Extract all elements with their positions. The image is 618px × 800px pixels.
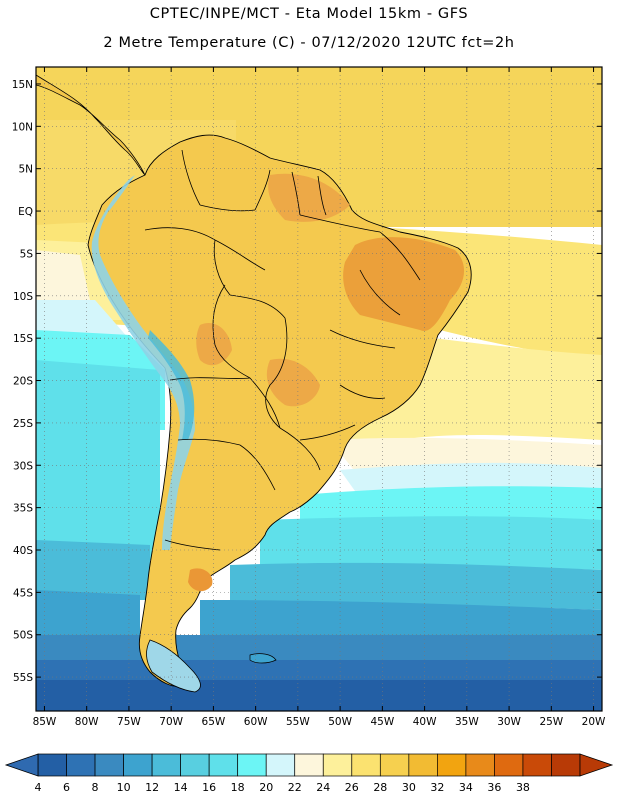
lon-tick-label: 85W	[33, 716, 57, 728]
lat-tick-label: 10N	[12, 121, 33, 133]
lon-tick-label: 65W	[202, 716, 226, 728]
colorbar-label: 30	[402, 781, 416, 794]
hot-region-northeast-brazil	[343, 237, 465, 331]
colorbar-label: 32	[430, 781, 444, 794]
colorbar-swatch	[494, 753, 524, 777]
longitude-axis: 85W 80W 75W 70W 65W 60W 55W 50W 45W 40W 35W 30W 25W 2…	[33, 67, 606, 728]
colorbar-label: 16	[202, 781, 216, 794]
lat-tick-label: 5S	[20, 248, 34, 260]
colorbar-swatch	[237, 753, 267, 777]
lat-tick-label: 5N	[18, 164, 33, 176]
colorbar-label: 6	[63, 781, 70, 794]
lat-tick-label: 55S	[13, 672, 33, 684]
ocean-band-22	[36, 250, 90, 300]
lat-tick-label: 15N	[12, 79, 33, 91]
lon-tick-label: 45W	[370, 716, 394, 728]
colorbar-swatch	[180, 753, 210, 777]
lon-tick-label: 20W	[582, 716, 606, 728]
ocean-band-12	[36, 540, 150, 600]
colorbar-label: 14	[174, 781, 188, 794]
hot-region-north-brazil	[268, 173, 350, 222]
lon-tick-label: 70W	[159, 716, 183, 728]
colorbar-label: 22	[288, 781, 302, 794]
hot-region-west	[196, 322, 232, 366]
ocean-band-10	[36, 590, 140, 640]
colorbar-label: 20	[259, 781, 273, 794]
colorbar-label: 8	[92, 781, 99, 794]
colorbar-swatch	[265, 753, 296, 777]
ocean-band-10-south	[200, 600, 602, 640]
land-patagonia-tip	[146, 639, 201, 693]
colorbar-max-arrow	[579, 753, 614, 777]
lat-tick-label: 25S	[13, 418, 33, 430]
colorbar-swatch	[66, 753, 96, 777]
colorbar-swatch	[408, 753, 438, 777]
colorbar-label: 38	[516, 781, 530, 794]
lon-tick-label: 60W	[244, 716, 268, 728]
colorbar-label: 12	[145, 781, 159, 794]
lat-tick-label: 40S	[13, 545, 33, 557]
colorbar-label: 4	[35, 781, 42, 794]
lat-tick-label: 10S	[13, 291, 33, 303]
map-title-variable: 2 Metre Temperature (C) - 07/12/2020 12U…	[103, 35, 515, 51]
colorbar-label: 18	[231, 781, 245, 794]
land-falkland-islands	[249, 653, 277, 664]
colorbar-min-arrow	[4, 753, 39, 777]
colorbar-swatch	[351, 753, 381, 777]
lon-tick-label: 50W	[328, 716, 352, 728]
lon-tick-label: 80W	[75, 716, 99, 728]
lat-tick-label: 15S	[13, 333, 33, 345]
ocean-band-4	[36, 680, 602, 711]
map-frame	[35, 66, 603, 712]
andes-snow-core	[148, 330, 195, 440]
lat-tick-label: 20S	[13, 376, 33, 388]
colorbar-label: 34	[459, 781, 473, 794]
ocean-band-12-south	[230, 562, 602, 610]
lon-tick-label: 55W	[286, 716, 310, 728]
lat-tick-label: 30S	[13, 460, 33, 472]
lon-tick-label: 35W	[455, 716, 479, 728]
colorbar-swatch	[437, 753, 467, 777]
colorbar-swatch	[522, 753, 552, 777]
lon-tick-label: 30W	[497, 716, 521, 728]
ocean-band-18	[36, 300, 130, 340]
hot-region-argentina	[188, 568, 213, 592]
colorbar-swatch	[37, 753, 67, 777]
colorbar-swatch	[465, 753, 495, 777]
colorbar-label: 28	[373, 781, 387, 794]
lon-tick-label: 25W	[539, 716, 563, 728]
colorbar-label: 24	[316, 781, 330, 794]
colorbar-swatch	[551, 753, 581, 777]
colorbar-label: 26	[345, 781, 359, 794]
colorbar-label: 36	[487, 781, 501, 794]
graticule-grid	[36, 67, 602, 711]
lat-tick-label: 50S	[13, 630, 33, 642]
temperature-map: 15N 10N 5N EQ 5S 10S 15S 20S 25S 30S 35S 40S 45S 50S 5…	[12, 66, 606, 728]
colorbar-swatch	[151, 753, 181, 777]
colorbar-swatch	[208, 753, 239, 777]
temperature-colorbar: 4 6 8 10 12 14 16 18 20 22 24 26 28 30 32 34 36 38	[4, 753, 614, 794]
colorbar-swatch	[379, 753, 410, 777]
colorbar-swatch	[294, 753, 324, 777]
colorbar-swatch	[94, 753, 124, 777]
lat-tick-label: 35S	[13, 503, 33, 515]
lat-tick-label: 45S	[13, 587, 33, 599]
country-borders	[144, 149, 421, 551]
map-title-model: CPTEC/INPE/MCT - Eta Model 15km - GFS	[149, 6, 469, 22]
colorbar-label: 10	[117, 781, 131, 794]
colorbar-swatch	[322, 753, 353, 777]
ocean-band-14	[36, 360, 160, 560]
colorbar-swatch	[123, 753, 153, 777]
lon-tick-label: 40W	[413, 716, 437, 728]
latitude-axis: 15N 10N 5N EQ 5S 10S 15S 20S 25S 30S 35S 40S 45S 50S 5…	[12, 79, 602, 684]
lat-tick-label: EQ	[18, 206, 33, 218]
lon-tick-label: 75W	[117, 716, 141, 728]
